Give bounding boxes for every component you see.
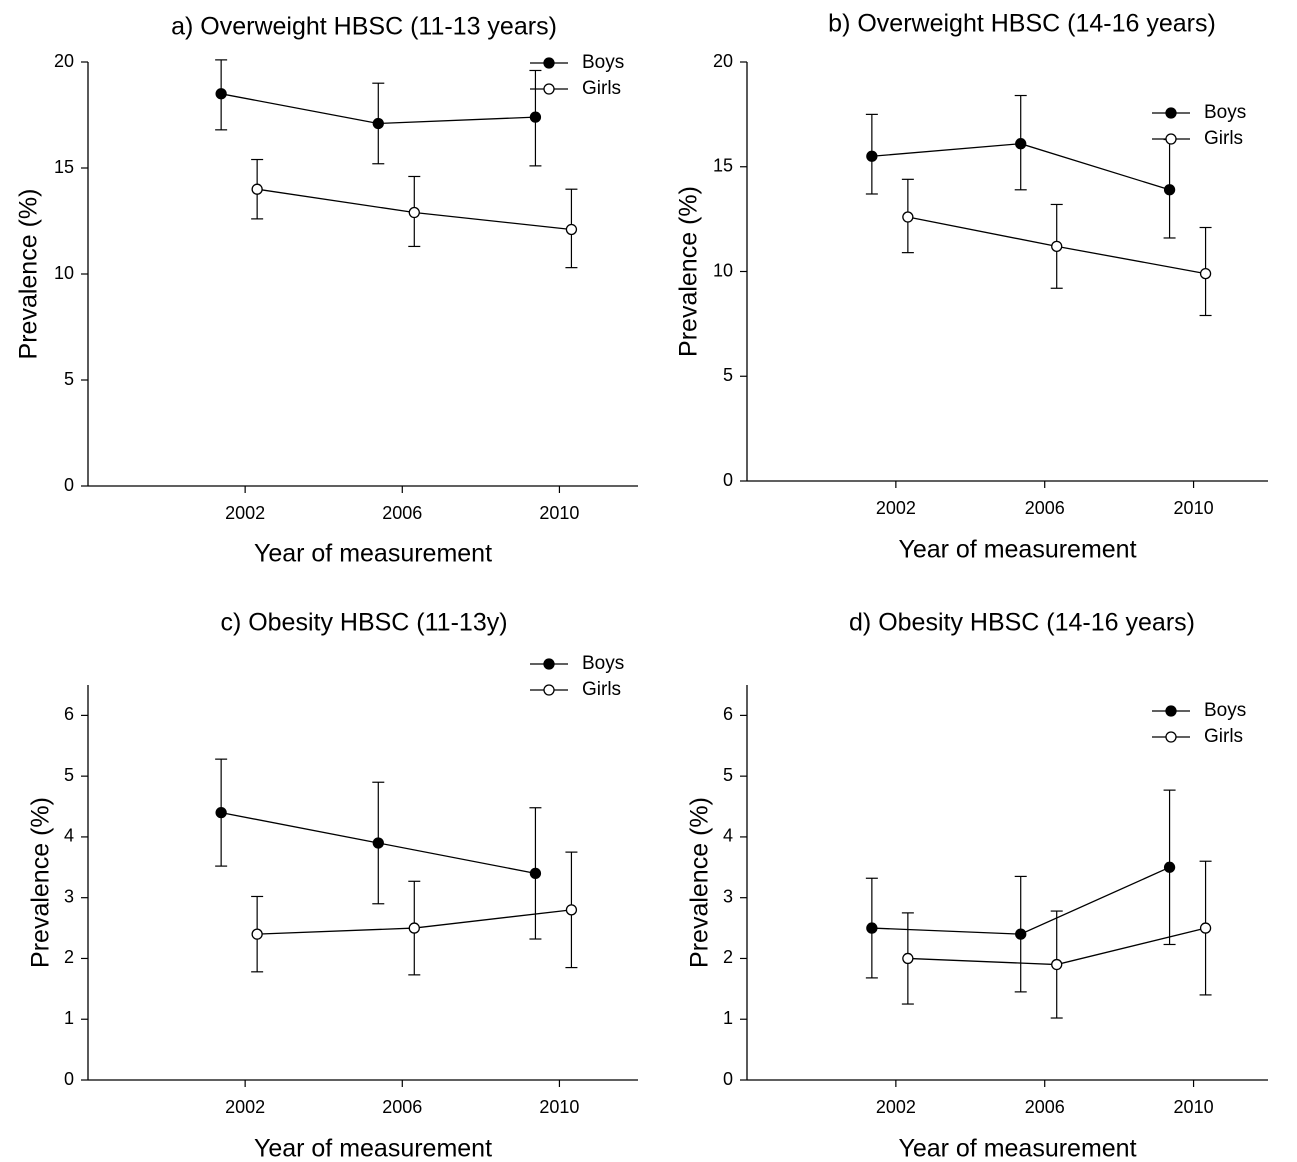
y-tick-label: 3 [64,886,74,906]
y-tick-label: 4 [64,826,74,846]
y-axis-label: Prevalence (%) [686,797,714,968]
data-point-boys [215,806,227,819]
x-tick-label: 2002 [876,498,916,518]
data-point-boys [1163,184,1176,196]
data-point-girls [408,922,420,934]
y-tick-label: 2 [723,947,733,967]
data-point-girls [1051,958,1063,971]
x-tick-label: 2006 [1025,498,1065,518]
data-point-boys [866,150,878,162]
x-axis-label: Year of measurement [254,540,492,568]
y-tick-label: 0 [723,470,733,490]
data-point-girls [565,223,578,236]
x-tick-label: 2006 [1025,1097,1065,1117]
chart-panel-2: b) Overweight HBSC (14-16 years) 0 5 10 15 20… [675,10,1268,564]
x-tick-label: 2010 [539,1097,579,1117]
legend-marker-boys [543,658,555,670]
legend-marker-boys [1165,705,1177,717]
y-tick-label: 5 [723,365,733,385]
y-tick-label: 15 [713,156,733,176]
legend-marker-boys [543,57,555,69]
y-tick-label: 1 [64,1008,74,1028]
legend-label-girls: Girls [582,78,621,99]
y-tick-label: 1 [723,1008,733,1028]
y-tick-label: 5 [64,765,74,785]
data-point-boys [372,837,384,849]
chart-panel-4: d) Obesity HBSC (14-16 years) 0 1 2 3 4 5 6 2002… [686,609,1268,1162]
x-tick-label: 2002 [225,1097,265,1117]
data-point-girls [1051,240,1063,253]
legend-marker-girls [1165,133,1177,145]
chart-title: b) Overweight HBSC (14-16 years) [828,10,1216,38]
data-point-boys [1015,138,1027,150]
y-tick-label: 0 [64,475,74,495]
legend-marker-girls [543,83,555,95]
y-tick-label: 20 [713,51,733,71]
y-tick-label: 3 [723,886,733,906]
legend-marker-girls [543,684,555,696]
y-tick-label: 6 [723,704,733,724]
data-point-girls [902,211,914,223]
legend-marker-girls [1165,731,1177,743]
legend-label-girls: Girls [1204,128,1243,149]
chart-title: a) Overweight HBSC (11-13 years) [171,13,557,41]
legend-marker-boys [1165,107,1177,119]
legend-label-boys: Boys [582,653,624,674]
legend-label-girls: Girls [1204,726,1243,747]
legend-label-girls: Girls [582,679,621,700]
x-tick-label: 2010 [539,503,579,523]
y-axis-label: Prevalence (%) [27,797,55,968]
legend-label-boys: Boys [582,52,624,73]
data-point-girls [1199,267,1212,280]
data-point-girls [251,183,263,195]
x-tick-label: 2010 [1174,498,1214,518]
data-point-girls [408,206,420,219]
y-tick-label: 10 [54,263,74,283]
data-point-boys [215,88,227,100]
y-tick-label: 20 [54,51,74,71]
y-tick-label: 6 [64,704,74,724]
data-point-boys [1015,928,1027,940]
x-tick-label: 2002 [225,503,265,523]
data-point-girls [251,928,263,940]
legend-label-boys: Boys [1204,102,1246,123]
legend-label-boys: Boys [1204,700,1246,721]
y-tick-label: 10 [713,260,733,280]
data-point-girls [565,904,578,916]
y-tick-label: 15 [54,157,74,177]
y-tick-label: 4 [723,826,733,846]
y-tick-label: 5 [64,369,74,389]
x-axis-label: Year of measurement [898,1135,1136,1162]
x-tick-label: 2010 [1174,1097,1214,1117]
x-tick-label: 2006 [382,503,422,523]
data-point-girls [1199,922,1212,934]
y-axis-label: Prevalence (%) [15,189,43,360]
data-point-boys [866,922,878,934]
y-tick-label: 0 [723,1069,733,1089]
chart-panel-1: a) Overweight HBSC (11-13 years) 0 5 10 15 20… [15,13,638,568]
chart-panel-3: c) Obesity HBSC (11-13y) 0 1 2 3 4 5 6 2002 2006 2… [27,609,638,1162]
x-axis-label: Year of measurement [254,1135,492,1162]
x-tick-label: 2006 [382,1097,422,1117]
x-axis-label: Year of measurement [898,536,1136,564]
data-point-boys [372,117,384,130]
y-tick-label: 2 [64,947,74,967]
data-point-boys [529,111,542,123]
data-point-boys [529,867,542,880]
x-tick-label: 2002 [876,1097,916,1117]
y-tick-label: 5 [723,765,733,785]
y-tick-label: 0 [64,1069,74,1089]
chart-title: c) Obesity HBSC (11-13y) [220,609,507,637]
y-axis-label: Prevalence (%) [675,186,703,357]
chart-title: d) Obesity HBSC (14-16 years) [849,609,1195,637]
data-point-boys [1163,861,1176,873]
data-point-girls [902,952,914,965]
